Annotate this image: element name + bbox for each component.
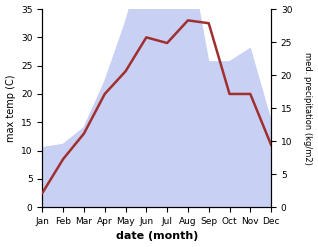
Y-axis label: med. precipitation (kg/m2): med. precipitation (kg/m2) [303, 52, 313, 165]
X-axis label: date (month): date (month) [115, 231, 198, 242]
Y-axis label: max temp (C): max temp (C) [5, 74, 16, 142]
